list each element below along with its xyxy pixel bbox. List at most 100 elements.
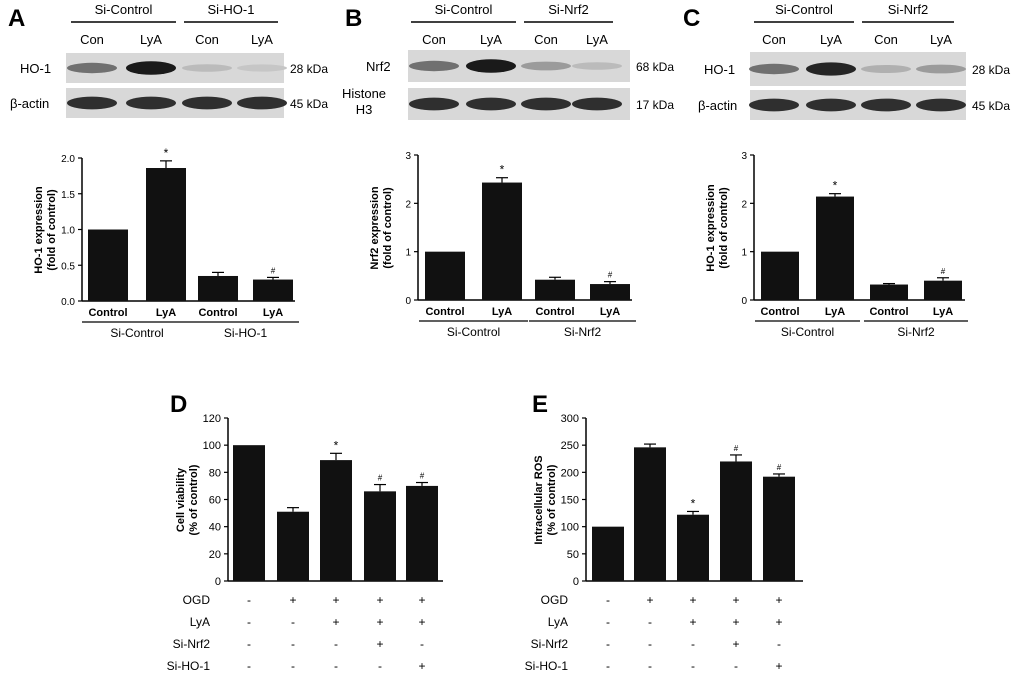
y-tick-label: 1 <box>405 248 411 259</box>
group-label: Si-Nrf2 <box>564 325 602 339</box>
treatment-label: LyA <box>190 615 210 629</box>
bar <box>482 182 522 300</box>
y-tick-label: 120 <box>203 413 221 425</box>
treatment-sign: + <box>732 593 739 607</box>
group-label: Si-Control <box>110 326 163 340</box>
blot-band <box>466 59 516 73</box>
y-tick-label: 3 <box>405 151 411 162</box>
treatment-sign: - <box>291 637 295 651</box>
treatment-sign: + <box>732 637 739 651</box>
treatment-sign: + <box>376 637 383 651</box>
bar <box>198 275 238 301</box>
treatment-sign: - <box>334 659 338 673</box>
y-axis-label: Cell viability(% of control) <box>175 464 200 535</box>
bar <box>320 460 352 581</box>
significance-mark: # <box>420 472 425 481</box>
blot-size-label: 45 kDa <box>972 99 1010 113</box>
treatment-sign: - <box>247 637 251 651</box>
bar <box>88 229 128 301</box>
blot-group-label: Si-Control <box>775 2 833 17</box>
blot-size-label: 28 kDa <box>290 62 328 76</box>
blot-band <box>67 62 117 74</box>
treatment-sign: + <box>376 593 383 607</box>
treatment-sign: + <box>418 593 425 607</box>
treatment-sign: + <box>418 615 425 629</box>
group-label: Si-Nrf2 <box>897 325 935 339</box>
significance-mark: # <box>777 463 782 472</box>
y-tick-label: 40 <box>209 522 221 534</box>
blot-band <box>572 62 622 70</box>
x-tick-label: LyA <box>825 306 845 318</box>
bar <box>816 196 854 300</box>
bar <box>634 447 666 581</box>
blot-group-label: Si-Control <box>95 2 153 17</box>
y-axis-label: Nrf2 expression(fold of control) <box>369 186 394 269</box>
x-tick-label: Control <box>425 306 464 318</box>
blot-group-label: Si-Control <box>435 2 493 17</box>
x-tick-label: LyA <box>263 307 283 319</box>
treatment-label: LyA <box>548 615 568 629</box>
treatment-sign: - <box>378 659 382 673</box>
y-tick-label: 250 <box>561 440 579 452</box>
blot-band <box>409 97 459 111</box>
blot-band <box>521 97 571 111</box>
significance-mark: * <box>691 496 696 510</box>
x-tick-label: Control <box>198 307 237 319</box>
treatment-label: OGD <box>541 593 569 607</box>
y-tick-label: 100 <box>561 522 579 534</box>
treatment-sign: - <box>734 659 738 673</box>
treatment-sign: - <box>691 659 695 673</box>
blot-size-label: 68 kDa <box>636 60 674 74</box>
blot-size-label: 45 kDa <box>290 97 328 111</box>
x-tick-label: LyA <box>492 306 512 318</box>
blot-protein-label: Nrf2 <box>366 59 391 74</box>
blot-group-label: Si-HO-1 <box>208 2 255 17</box>
treatment-sign: + <box>646 593 653 607</box>
treatment-sign: - <box>291 659 295 673</box>
bar <box>677 514 709 581</box>
blot-band <box>521 61 571 71</box>
bar <box>924 280 962 300</box>
y-tick-label: 20 <box>209 549 221 561</box>
x-tick-label: LyA <box>600 306 620 318</box>
blot-group-label: Si-Nrf2 <box>888 2 928 17</box>
y-tick-label: 3 <box>741 151 747 162</box>
treatment-label: Si-HO-1 <box>525 659 569 673</box>
y-tick-label: 100 <box>203 440 221 452</box>
blot-band <box>806 98 856 112</box>
significance-mark: # <box>734 444 739 453</box>
y-tick-label: 0 <box>741 296 747 307</box>
significance-mark: # <box>378 474 383 483</box>
x-tick-label: Control <box>535 306 574 318</box>
blot-protein-label: Histone H3 <box>342 86 386 117</box>
treatment-sign: - <box>691 637 695 651</box>
blot-lane-label: LyA <box>251 32 273 47</box>
blot-lane-label: Con <box>195 32 219 47</box>
blot-lane-label: LyA <box>140 32 162 47</box>
significance-mark: * <box>500 163 505 177</box>
treatment-label: Si-Nrf2 <box>173 637 211 651</box>
panel-label-e: E <box>532 391 548 418</box>
treatment-sign: - <box>247 615 251 629</box>
bar <box>277 511 309 581</box>
blot-band <box>182 64 232 72</box>
y-tick-label: 2.0 <box>61 154 75 165</box>
treatment-sign: - <box>777 637 781 651</box>
blot-band <box>126 61 176 75</box>
blot-band <box>749 63 799 75</box>
bar <box>146 168 186 301</box>
bar <box>535 279 575 300</box>
blot-lane-label: LyA <box>586 32 608 47</box>
treatment-sign: + <box>289 593 296 607</box>
blot-band <box>749 98 799 112</box>
y-tick-label: 2 <box>741 199 747 210</box>
bar <box>870 284 908 300</box>
bar <box>425 251 465 300</box>
treatment-sign: - <box>291 615 295 629</box>
blot-lane-label: LyA <box>820 32 842 47</box>
blot-band <box>237 96 287 110</box>
treatment-sign: - <box>648 615 652 629</box>
treatment-sign: - <box>606 659 610 673</box>
treatment-label: Si-Nrf2 <box>531 637 569 651</box>
